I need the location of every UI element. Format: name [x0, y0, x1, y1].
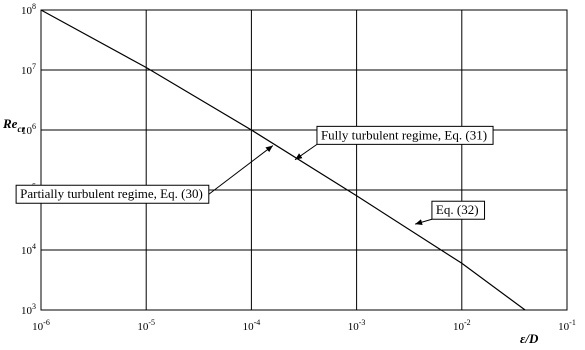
annotation-arrow	[208, 145, 274, 195]
y-tick-label: 106	[21, 122, 36, 137]
x-axis-label: ε/D	[520, 331, 539, 346]
x-tick-exponent: -4	[254, 318, 261, 327]
y-tick-label: 108	[21, 2, 36, 17]
x-tick-base: 10	[348, 321, 360, 333]
y-axis-label-main: Re	[2, 116, 18, 131]
plot-frame	[40, 9, 568, 311]
annotation-text: Fully turbulent regime, Eq. (31)	[321, 127, 487, 142]
y-tick-base: 10	[21, 5, 33, 17]
y-tick-base: 10	[21, 245, 33, 257]
annotation-text: Eq. (32)	[436, 202, 479, 217]
x-tick-labels: 10-6 10-5 10-4 10-3 10-2 10-1	[32, 318, 576, 333]
y-tick-exponent: 4	[32, 242, 36, 251]
annotation: Fully turbulent regime, Eq. (31)	[294, 125, 494, 161]
x-tick-base: 10	[558, 321, 570, 333]
y-axis-label-sub: cr	[17, 124, 25, 134]
y-tick-exponent: 3	[32, 302, 36, 311]
y-tick-label: 103	[21, 302, 36, 317]
annotation-box	[316, 125, 494, 145]
data-series	[40, 9, 526, 311]
x-tick-base: 10	[137, 321, 149, 333]
annotation: Eq. (32)	[414, 200, 486, 226]
annotation-arrow	[414, 218, 433, 226]
y-tick-base: 10	[21, 125, 33, 137]
grid-lines	[40, 9, 568, 311]
y-axis-label: Recr	[2, 116, 25, 134]
y-tick-exponent: 6	[32, 122, 36, 131]
y-tick-labels: 103104105106107108	[21, 2, 36, 317]
annotation-arrow	[294, 143, 318, 161]
x-tick-label: 10-1	[558, 318, 576, 333]
x-tick-exponent: -6	[43, 318, 50, 327]
x-tick-exponent: -5	[148, 318, 155, 327]
annotations: Partially turbulent regime, Eq. (30) Full…	[15, 125, 494, 226]
y-tick-base: 10	[21, 65, 33, 77]
y-tick-label: 107	[21, 62, 36, 77]
y-tick-exponent: 8	[32, 2, 36, 11]
x-axis-label-main: ε/D	[520, 331, 539, 346]
y-tick-base: 10	[21, 305, 33, 317]
y-tick-exponent: 7	[32, 62, 36, 71]
series-line	[40, 9, 526, 311]
x-tick-exponent: -1	[569, 318, 576, 327]
x-tick-base: 10	[453, 321, 465, 333]
x-tick-exponent: -2	[464, 318, 471, 327]
x-tick-base: 10	[243, 321, 255, 333]
annotation-text: Partially turbulent regime, Eq. (30)	[20, 186, 203, 201]
x-tick-label: 10-6	[32, 318, 50, 333]
x-tick-exponent: -3	[359, 318, 366, 327]
x-tick-label: 10-2	[453, 318, 471, 333]
x-tick-label: 10-5	[137, 318, 155, 333]
annotation: Partially turbulent regime, Eq. (30)	[15, 145, 274, 204]
x-tick-label: 10-3	[348, 318, 366, 333]
annotation-box	[431, 200, 486, 220]
y-tick-label: 104	[21, 242, 36, 257]
x-tick-label: 10-4	[243, 318, 261, 333]
x-tick-base: 10	[32, 321, 44, 333]
